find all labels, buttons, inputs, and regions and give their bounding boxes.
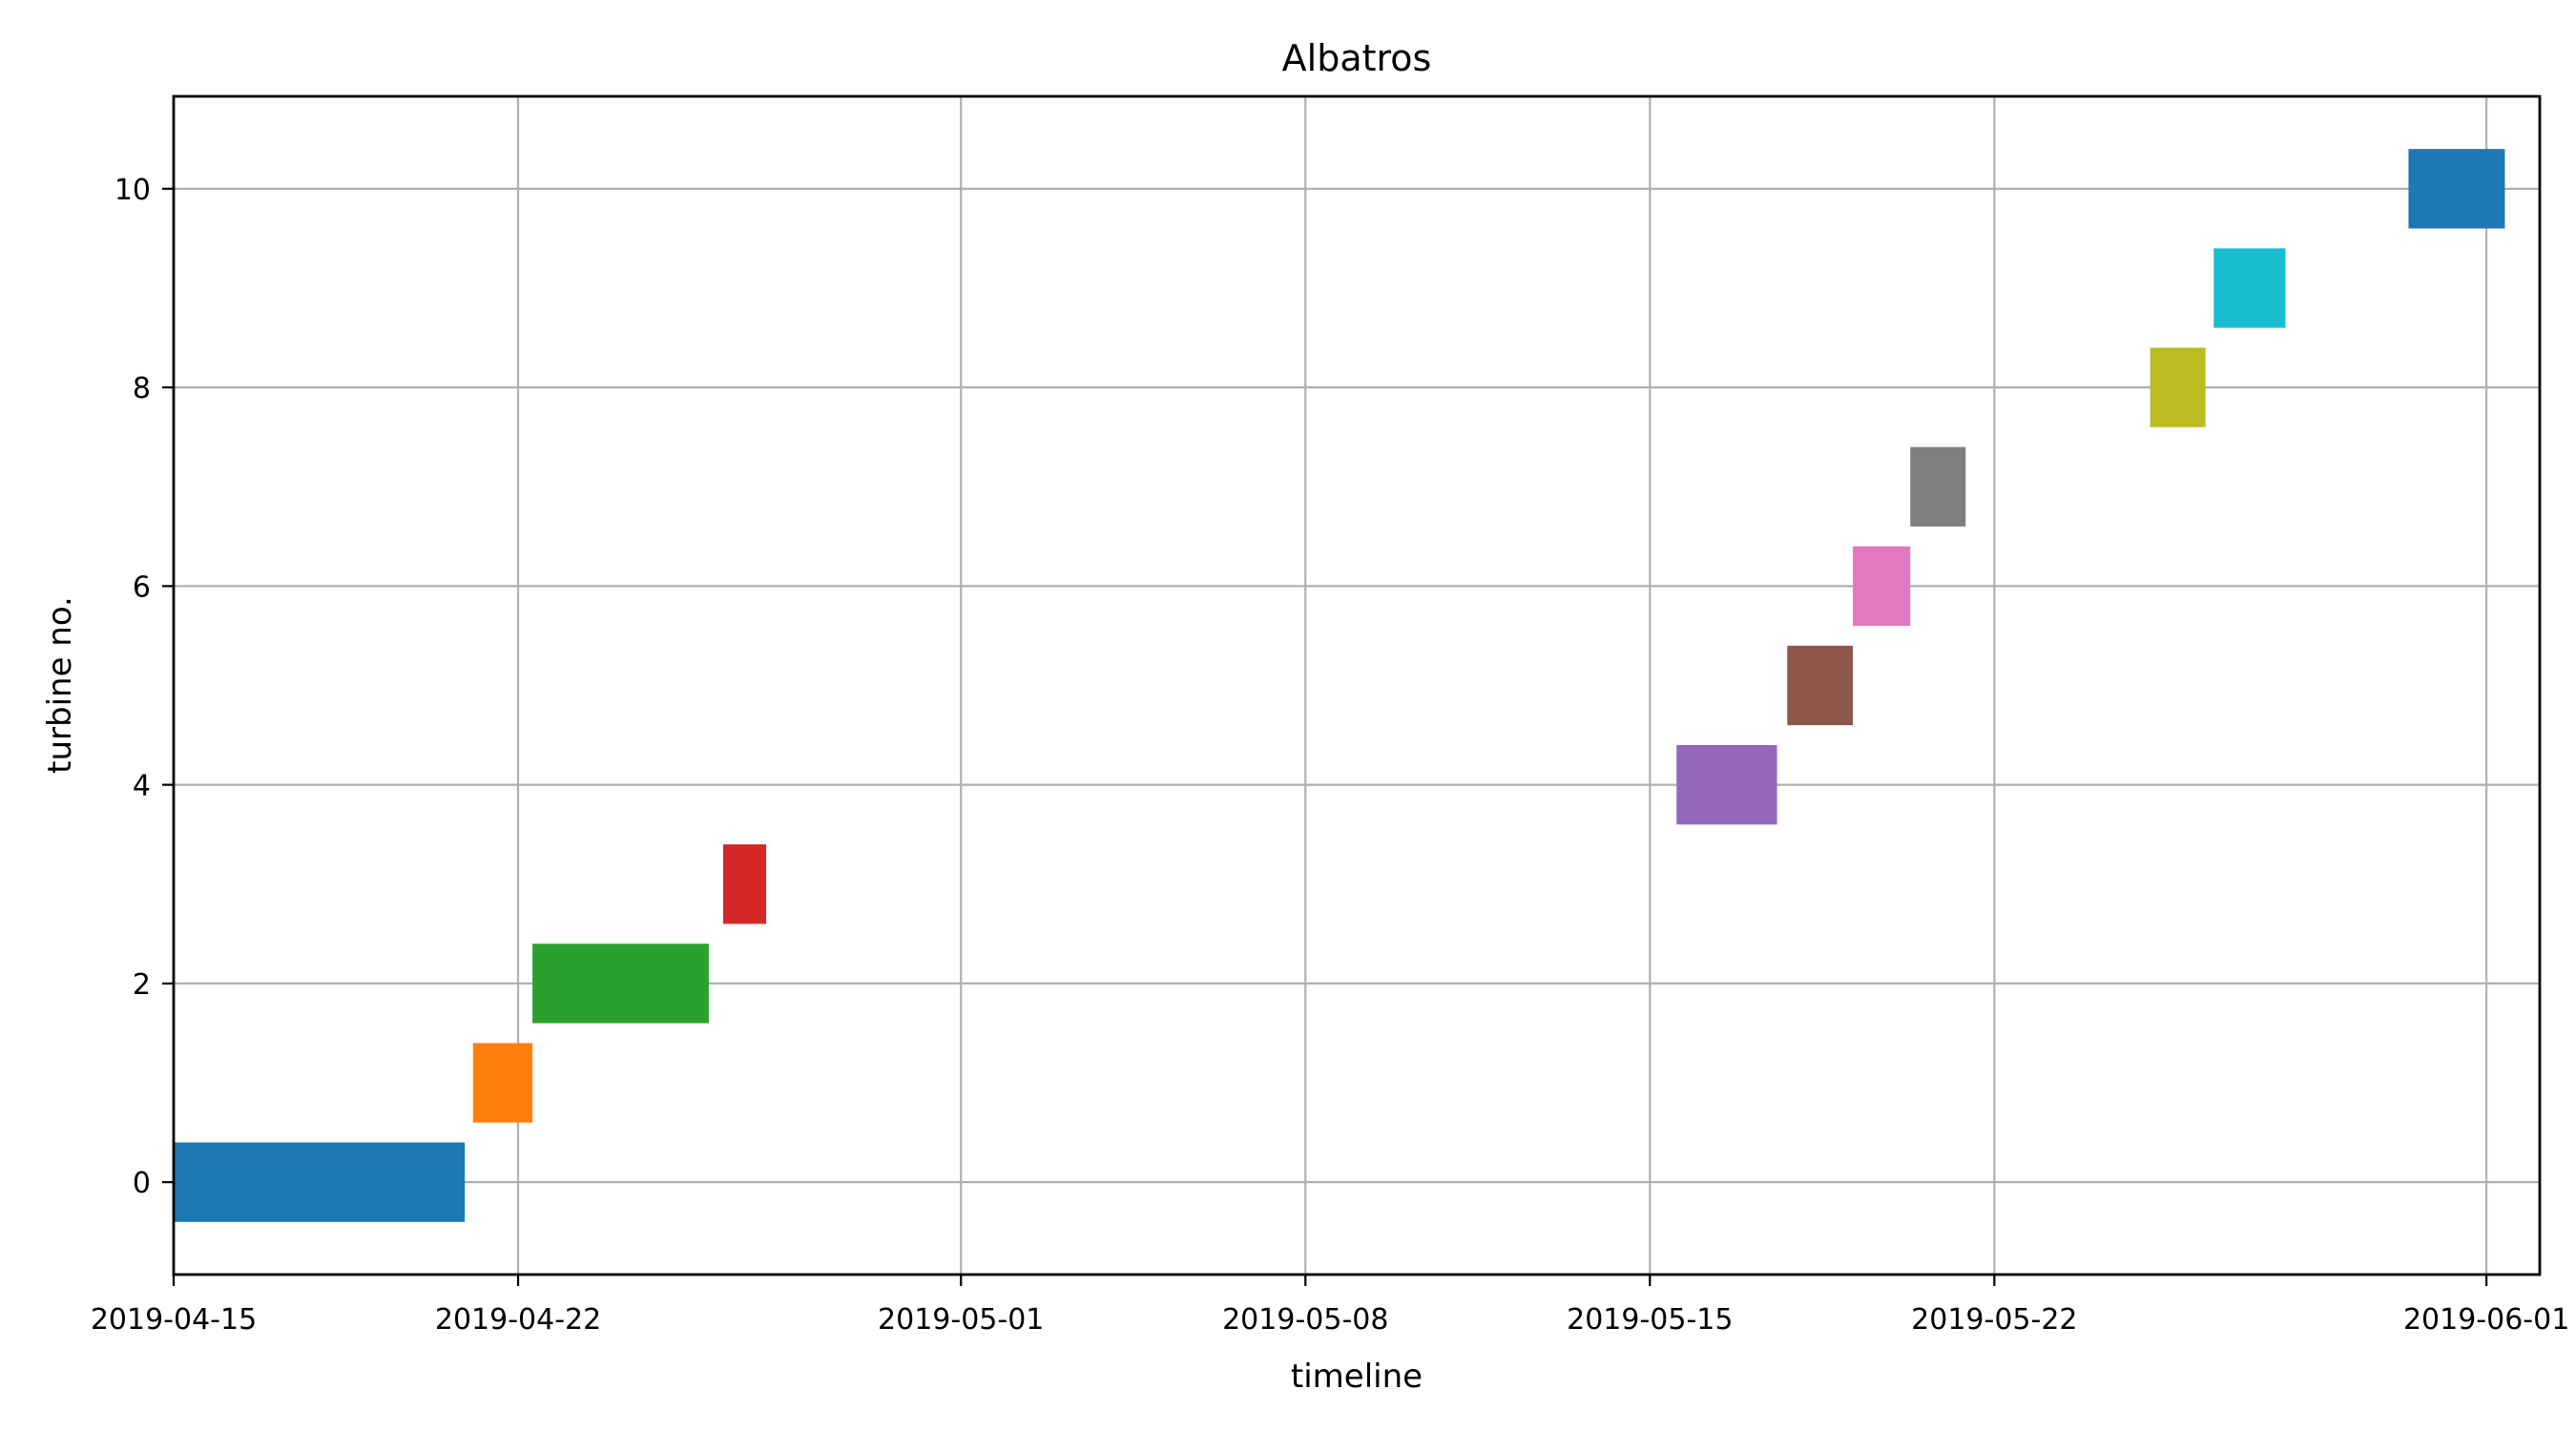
turbine-2-bar <box>532 944 709 1024</box>
bars <box>174 149 2505 1222</box>
turbine-10-bar <box>2408 149 2505 229</box>
y-tick-label: 10 <box>114 174 151 207</box>
turbine-0-bar <box>174 1142 466 1222</box>
turbine-5-bar <box>1787 645 1854 726</box>
turbine-4-bar <box>1676 744 1777 825</box>
y-tick-label: 0 <box>133 1167 151 1200</box>
x-tick-label: 2019-05-01 <box>878 1303 1044 1337</box>
y-tick-label: 4 <box>133 770 151 803</box>
x-axis-label: timeline <box>1291 1358 1423 1396</box>
x-tick-label: 2019-05-22 <box>1911 1303 2077 1337</box>
turbine-8-bar <box>2150 347 2206 427</box>
turbine-7-bar <box>1910 446 1966 527</box>
turbine-9-bar <box>2213 248 2286 328</box>
turbine-6-bar <box>1853 546 1911 627</box>
x-tick-label: 2019-04-15 <box>91 1303 257 1337</box>
x-tick-label: 2019-04-22 <box>435 1303 601 1337</box>
y-tick-label: 6 <box>133 570 151 604</box>
y-tick-label: 2 <box>133 968 151 1002</box>
x-tick-label: 2019-05-08 <box>1222 1303 1388 1337</box>
y-axis-label: turbine no. <box>41 596 79 774</box>
turbine-3-bar <box>722 844 767 924</box>
x-tick-label: 2019-06-01 <box>2403 1303 2569 1337</box>
axis-ticks: 2019-04-15 2019-04-22 2019-05-01 2019-05-08… <box>91 174 2569 1337</box>
plot-frame <box>172 94 2542 1276</box>
y-tick-label: 8 <box>133 372 151 405</box>
chart-title: Albatros <box>1282 37 1432 79</box>
turbine-1-bar <box>472 1043 533 1123</box>
x-tick-label: 2019-05-15 <box>1567 1303 1733 1337</box>
